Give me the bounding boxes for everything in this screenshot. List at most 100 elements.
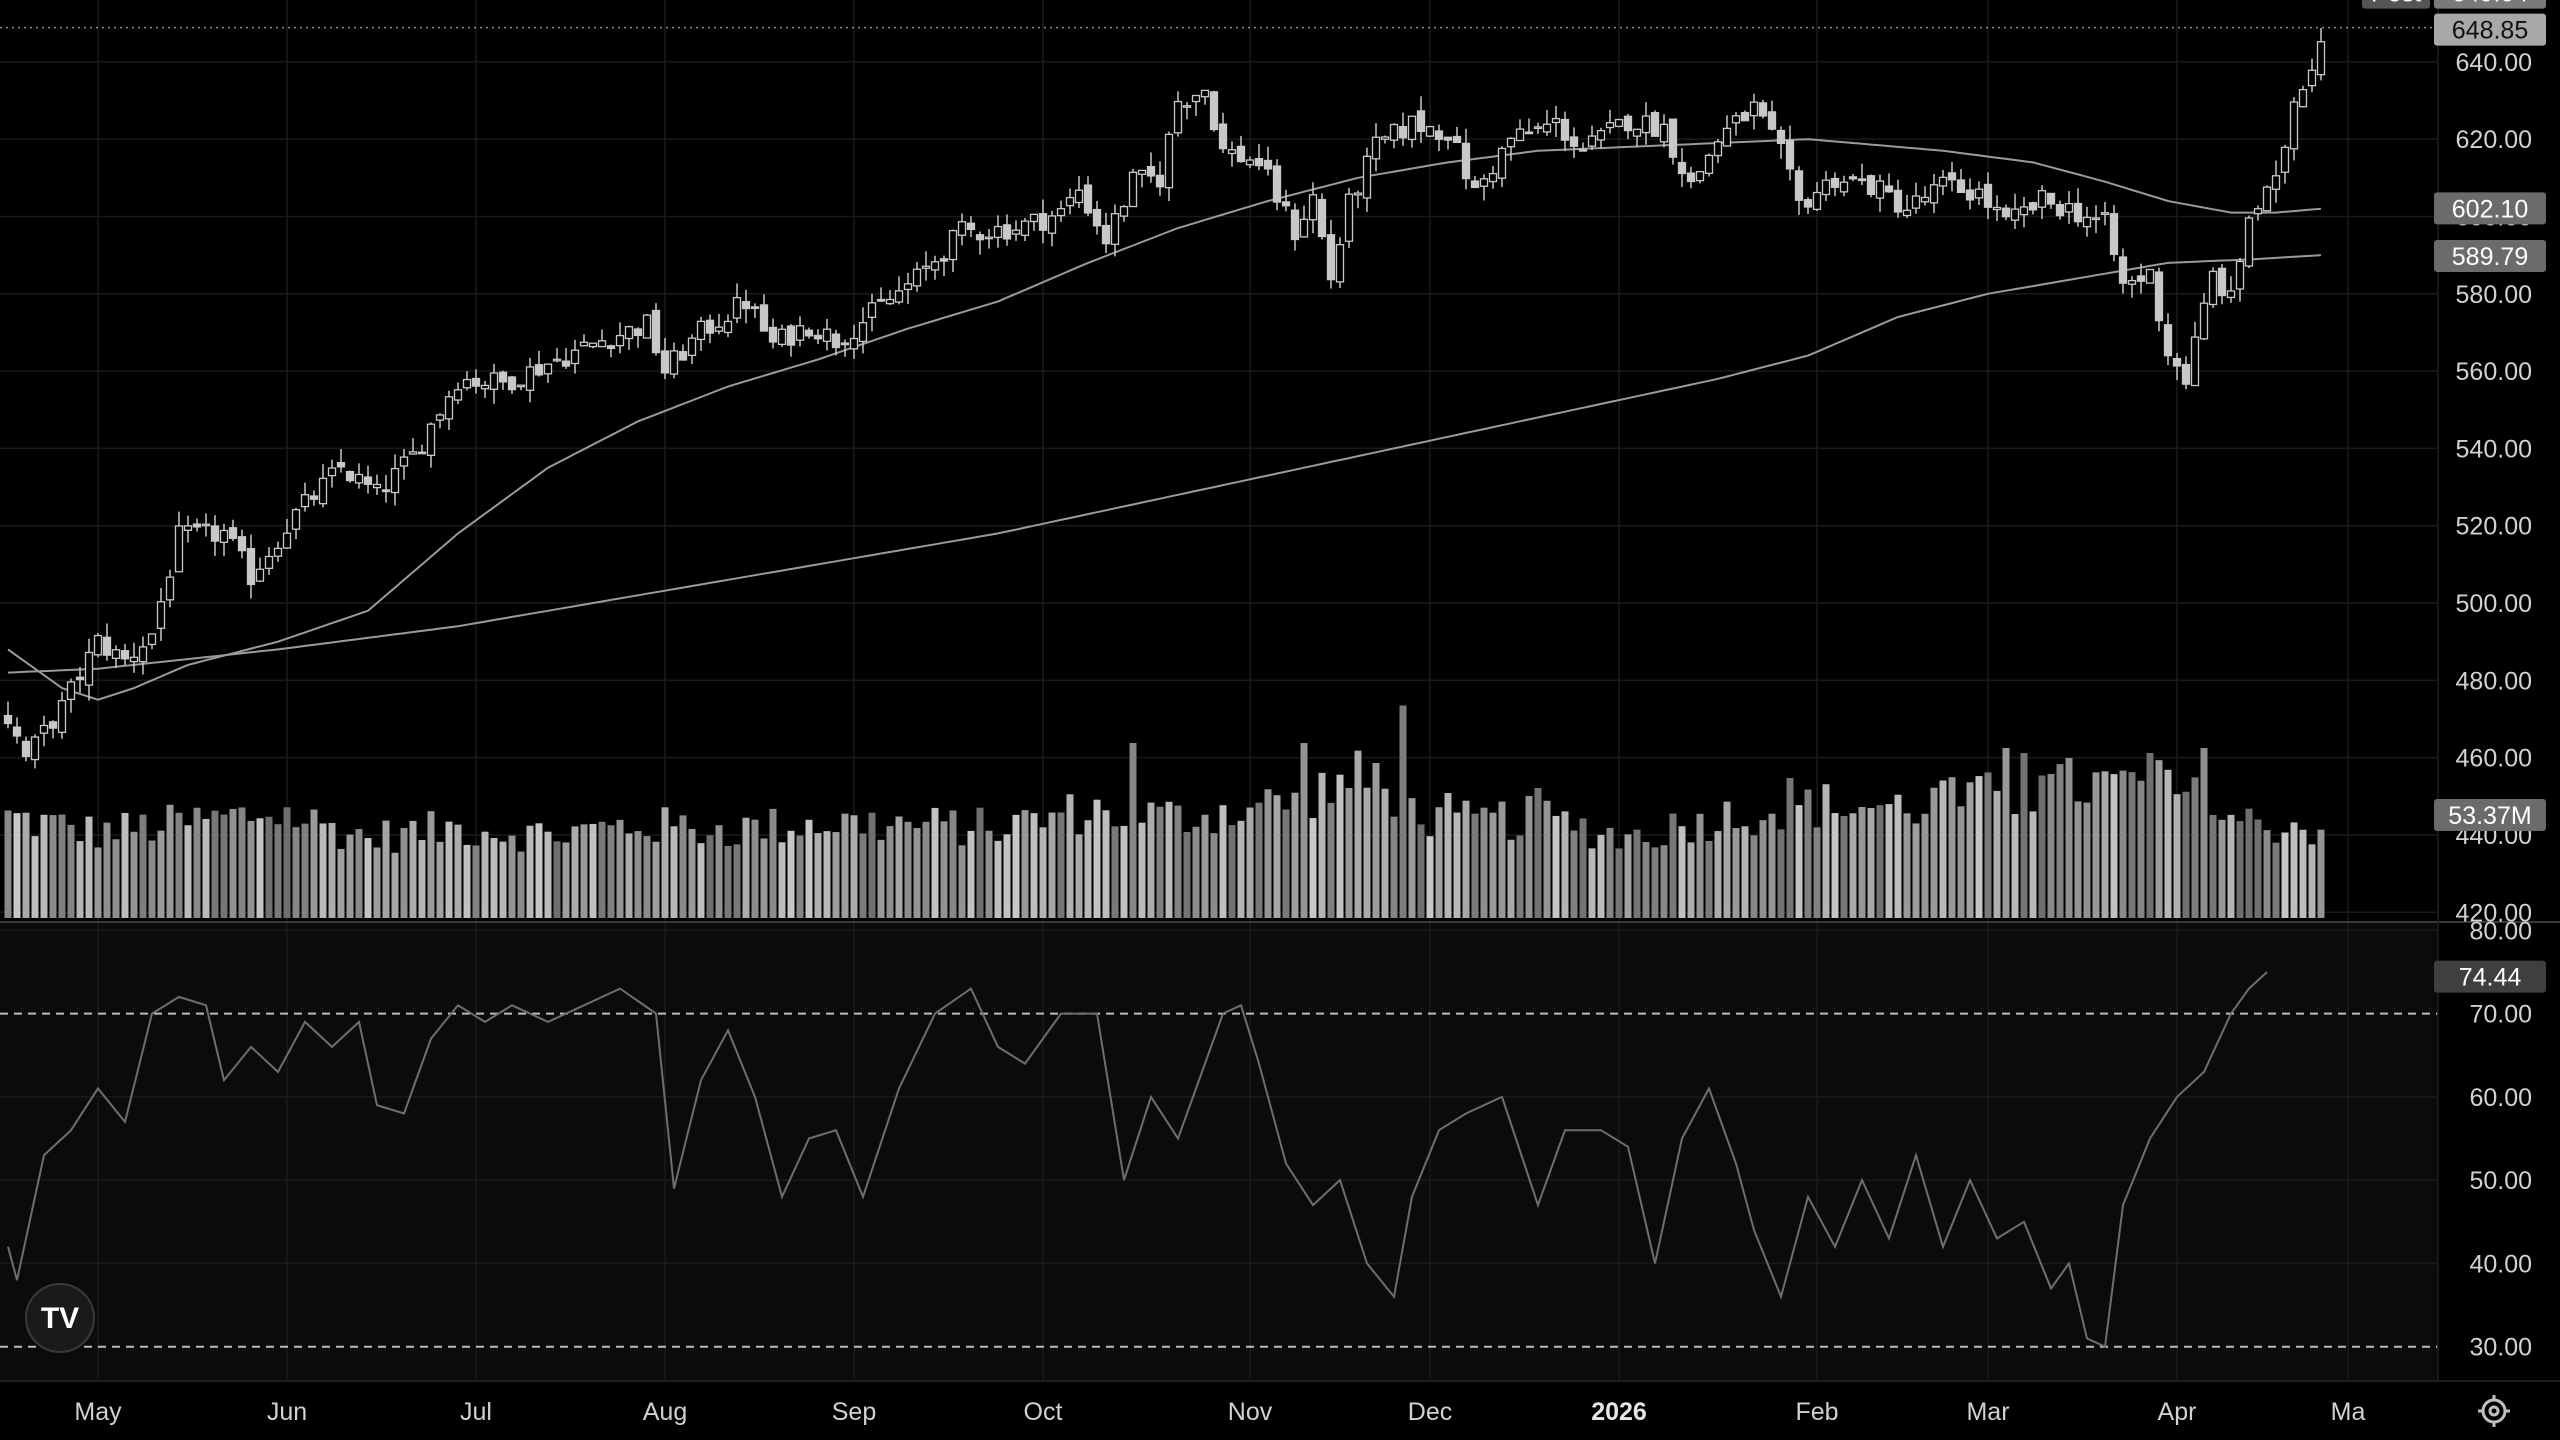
candle-body	[2037, 190, 2047, 208]
time-axis-label: 2026	[1591, 1398, 1647, 1426]
candle-body	[2118, 256, 2128, 284]
candle-body	[552, 358, 562, 362]
volume-bar	[1840, 815, 1848, 918]
candle-body	[930, 261, 940, 271]
candle-body	[696, 320, 706, 341]
volume-bar	[1597, 834, 1605, 918]
candle-body	[1776, 129, 1786, 145]
volume-bars	[4, 705, 2325, 918]
volume-bar	[283, 807, 291, 918]
volume-bar	[1813, 827, 1821, 918]
volume-bar	[1084, 820, 1092, 918]
price-tick-label: 620.00	[2456, 126, 2532, 154]
candle-body	[1830, 177, 1840, 188]
candle-body	[1848, 176, 1858, 180]
candle-body	[2109, 213, 2119, 255]
candle-body	[2172, 357, 2182, 367]
candle-body	[507, 376, 517, 391]
ma-fast-badge-bg	[2434, 192, 2546, 225]
candle-body	[894, 290, 904, 303]
price-tick-label: 520.00	[2456, 513, 2532, 541]
candle-body	[2289, 101, 2299, 150]
candle-body	[687, 337, 697, 357]
tradingview-logo-icon[interactable]: TV	[25, 1283, 95, 1353]
volume-bar	[760, 838, 768, 918]
volume-bar	[697, 843, 705, 918]
candle-body	[1353, 192, 1363, 196]
candle-body	[678, 351, 688, 361]
candle-body	[1407, 115, 1417, 141]
volume-bar	[2263, 830, 2271, 918]
volume-bar	[2056, 764, 2064, 918]
price-tick-label: 540.00	[2456, 435, 2532, 463]
volume-bar	[1588, 848, 1596, 918]
volume-bar	[1606, 827, 1614, 918]
candle-body	[1650, 112, 1660, 137]
candle-body	[1119, 205, 1129, 217]
volume-bar	[1354, 750, 1362, 918]
volume-bar	[931, 807, 939, 918]
volume-bar	[1318, 772, 1326, 918]
volume-bar	[643, 836, 651, 918]
volume-bar	[1759, 820, 1767, 918]
candle-body	[2316, 41, 2326, 76]
candle-body	[435, 414, 445, 421]
volume-bar	[2011, 814, 2019, 918]
candle-body	[588, 342, 598, 348]
volume-bar	[1363, 787, 1371, 918]
volume-bar	[994, 840, 1002, 918]
price-tick-label: 500.00	[2456, 590, 2532, 618]
ma-fast-line[interactable]	[7, 138, 2322, 701]
candle-body	[2235, 260, 2245, 290]
volume-bar	[652, 841, 660, 918]
volume-bar	[796, 835, 804, 918]
volume-bar	[1021, 810, 1029, 918]
candle-body	[795, 325, 805, 341]
volume-bar	[166, 804, 174, 918]
candle-body	[714, 326, 724, 332]
candle-body	[1137, 169, 1147, 175]
volume-bar	[76, 841, 84, 918]
candle-body	[210, 525, 220, 542]
candle-body	[264, 555, 274, 570]
candle-body	[1893, 189, 1903, 213]
candle-body	[1551, 117, 1561, 124]
settings-gear-icon[interactable]	[2478, 1395, 2510, 1427]
candle-body	[2217, 267, 2227, 297]
rsi-line[interactable]	[7, 971, 2268, 1349]
volume-bar	[274, 824, 282, 918]
candle-body	[471, 377, 481, 387]
candle-body	[291, 508, 301, 530]
volume-bar	[1147, 802, 1155, 918]
candle-body	[1992, 206, 2002, 211]
rsi-tick-label: 80.00	[2469, 917, 2532, 945]
volume-bar	[2110, 774, 2118, 918]
candle-body	[1632, 128, 1642, 137]
volume-bar	[2002, 748, 2010, 918]
candle-body	[228, 527, 238, 540]
volume-bar	[976, 807, 984, 918]
candle-body	[1857, 178, 1867, 182]
candle-body	[2253, 208, 2263, 215]
svg-text:TV: TV	[41, 1302, 79, 1335]
candle-body	[1200, 89, 1210, 98]
volume-bar	[2020, 753, 2028, 918]
volume-bar	[1570, 830, 1578, 918]
candle-body	[255, 568, 265, 582]
volume-bar	[1480, 807, 1488, 918]
volume-bar	[436, 841, 444, 918]
volume-bar	[1372, 763, 1380, 918]
grid-lines	[0, 0, 2560, 1382]
ma-slow-line[interactable]	[7, 254, 2322, 674]
volume-bar	[58, 814, 66, 918]
volume-bar	[1030, 813, 1038, 918]
candle-body	[939, 258, 949, 262]
candle-body	[2307, 69, 2317, 87]
rsi-tick-label: 30.00	[2469, 1334, 2532, 1362]
candle-body	[1173, 100, 1183, 134]
volume-bar	[670, 826, 678, 918]
candle-body	[273, 547, 283, 557]
volume-bar	[1057, 812, 1065, 918]
volume-bar	[1651, 847, 1659, 918]
volume-bar	[1435, 807, 1443, 918]
